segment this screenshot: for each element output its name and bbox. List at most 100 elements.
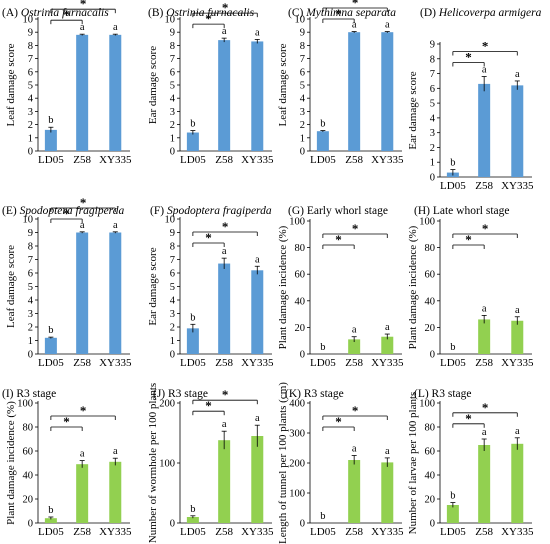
y-tick-label: 80 xyxy=(295,243,306,254)
y-tick-label: 3 xyxy=(430,128,435,139)
category-label: LD05 xyxy=(180,357,206,369)
y-tick-label: 10 xyxy=(165,15,176,26)
category-label: XY335 xyxy=(99,526,132,538)
y-tick-label: 9 xyxy=(28,28,33,39)
bar-Z58 xyxy=(76,232,89,354)
category-label: XY335 xyxy=(99,154,132,166)
category-label: LD05 xyxy=(440,526,466,538)
y-tick-label: 40 xyxy=(295,296,306,307)
y-tick-label: 8 xyxy=(28,242,33,253)
y-tick-label: 100 xyxy=(159,459,175,470)
y-axis-label: Ear damage score xyxy=(407,71,419,149)
category-label: LD05 xyxy=(180,154,206,166)
y-tick-label: 4 xyxy=(430,113,436,124)
panel-title: (F) Spodoptera fragiperda xyxy=(150,205,272,217)
category-label: LD05 xyxy=(38,526,64,538)
panel-title: (A) Ostrinia furnacalis xyxy=(2,7,109,19)
sig-star: * xyxy=(205,398,212,413)
category-label: Z58 xyxy=(475,180,493,192)
y-tick-label: 1 xyxy=(28,133,33,144)
y-tick-label: 6 xyxy=(300,67,305,78)
category-label: Z58 xyxy=(215,154,233,166)
y-tick-label: 0 xyxy=(300,519,305,530)
significance-letter: a xyxy=(352,325,357,336)
significance-letter: b xyxy=(320,119,325,130)
significance-letter: a xyxy=(482,65,487,76)
significance-letter: b xyxy=(48,505,53,516)
y-tick-label: 0 xyxy=(430,350,435,361)
significance-letter: a xyxy=(385,20,390,31)
y-tick-label: 20 xyxy=(425,323,436,334)
panel-title-prefix: (C) xyxy=(288,7,306,19)
significance-letter: a xyxy=(352,444,357,455)
category-label: Z58 xyxy=(215,526,233,538)
panel-title: (L) R3 stage xyxy=(414,388,471,400)
y-tick-label: 100 xyxy=(289,489,305,500)
significance-letter: a xyxy=(515,69,520,80)
significance-letter: a xyxy=(385,446,390,457)
y-tick-label: 3 xyxy=(170,309,175,320)
y-tick-label: 3 xyxy=(170,107,175,118)
y-axis-label: Ear damage score xyxy=(147,247,159,325)
bar-LD05 xyxy=(44,518,57,523)
bar-XY335 xyxy=(109,232,122,354)
significance-letter: a xyxy=(255,254,260,265)
sig-star: * xyxy=(335,414,342,429)
category-label: LD05 xyxy=(180,526,206,538)
panel-title-prefix: (J) R3 stage xyxy=(153,388,208,400)
panel-title: (I) R3 stage xyxy=(2,388,56,400)
y-tick-label: 200 xyxy=(289,459,305,470)
y-tick-label: 1 xyxy=(28,336,33,347)
significance-letter: a xyxy=(222,26,227,37)
y-axis-label: Leaf damage score xyxy=(277,43,289,126)
chart-panel-2: (C) Mythimna separata 0 1 2 3 4 5 6 7 8 9 10 Leaf da… xyxy=(277,0,404,166)
significance-letter: b xyxy=(450,342,455,353)
significance-letter: a xyxy=(80,22,85,33)
bar-LD05 xyxy=(44,129,57,151)
category-label: Z58 xyxy=(345,357,363,369)
y-tick-label: 8 xyxy=(430,54,435,65)
sig-star: * xyxy=(63,414,70,429)
sig-star: * xyxy=(63,7,70,22)
y-tick-label: 4 xyxy=(300,94,306,105)
y-tick-label: 5 xyxy=(170,81,175,92)
panel-title-prefix: (D) xyxy=(420,7,439,19)
category-label: XY335 xyxy=(501,357,534,369)
bar-XY335 xyxy=(511,320,524,354)
panel-title: (D) Helicoverpa armigera xyxy=(420,7,542,19)
bar-XY335 xyxy=(381,336,394,354)
y-tick-label: 7 xyxy=(170,255,175,266)
sig-star: * xyxy=(222,219,229,234)
y-axis-label: Number of wormhole per 100 plants xyxy=(147,383,159,543)
category-label: Z58 xyxy=(73,154,91,166)
bar-Z58 xyxy=(478,445,491,523)
category-label: Z58 xyxy=(215,357,233,369)
sig-star: * xyxy=(80,195,87,210)
significance-letter: b xyxy=(190,119,195,130)
y-tick-label: 80 xyxy=(23,423,34,434)
category-label: Z58 xyxy=(475,357,493,369)
sig-star: * xyxy=(465,50,472,65)
significance-letter: a xyxy=(515,305,520,316)
significance-letter: a xyxy=(80,220,85,231)
category-label: XY335 xyxy=(241,526,274,538)
y-tick-label: 7 xyxy=(28,54,33,65)
sig-star: * xyxy=(205,230,212,245)
y-tick-label: 0 xyxy=(300,147,305,158)
y-tick-label: 1 xyxy=(430,158,435,169)
panel-title-prefix: (I) R3 stage xyxy=(2,388,56,400)
panel-title: (H) Late whorl stage xyxy=(414,205,509,217)
y-tick-label: 5 xyxy=(430,99,435,110)
panel-title-species: Helicoverpa armigera xyxy=(438,7,542,19)
y-tick-label: 300 xyxy=(289,429,305,440)
significance-letter: b xyxy=(320,511,325,522)
bar-Z58 xyxy=(478,83,491,177)
bar-XY335 xyxy=(251,41,264,151)
y-axis-label: Leaf damage score xyxy=(5,43,17,126)
